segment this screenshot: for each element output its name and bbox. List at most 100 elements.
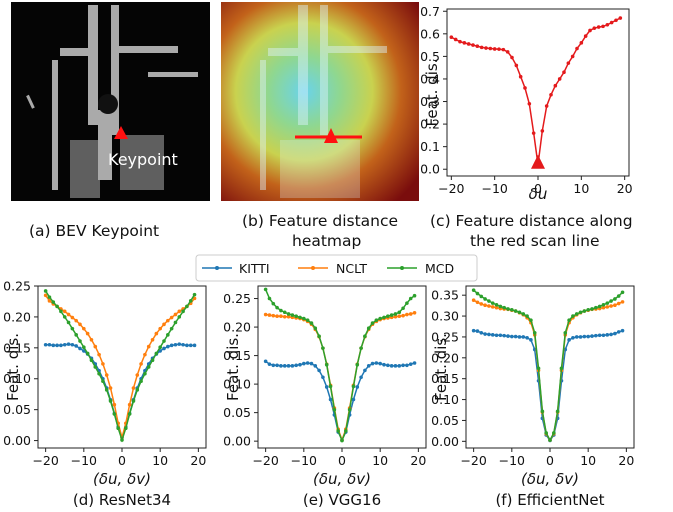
data-point — [185, 304, 189, 309]
data-point — [85, 331, 90, 336]
data-point — [166, 344, 170, 349]
data-point — [613, 331, 617, 336]
data-point — [490, 301, 495, 305]
data-point — [567, 318, 571, 323]
y-axis-label: Feat. dis. — [423, 59, 441, 127]
data-point — [532, 330, 537, 335]
data-point — [131, 399, 136, 403]
data-point — [510, 307, 514, 312]
data-point — [177, 342, 182, 346]
legend-marker-nclt — [311, 266, 315, 270]
data-point — [154, 331, 159, 336]
data-point — [475, 44, 480, 49]
data-point — [609, 299, 613, 303]
data-point — [492, 47, 497, 51]
x-tick-label: −20 — [252, 453, 278, 468]
x-tick-label: 10 — [152, 453, 168, 468]
data-point — [510, 55, 514, 60]
y-tick-label: 0.00 — [223, 434, 251, 449]
data-point — [605, 305, 610, 309]
data-point — [401, 313, 405, 318]
data-point — [613, 297, 617, 301]
data-point — [578, 310, 583, 315]
data-point — [177, 315, 182, 319]
data-point — [158, 326, 162, 331]
x-tick-label: 0 — [118, 453, 126, 468]
bev-image — [11, 2, 210, 201]
data-point — [169, 326, 174, 331]
data-point — [374, 361, 379, 365]
data-point — [594, 305, 598, 310]
y-tick-label: 0.25 — [431, 329, 459, 344]
x-axis-label: (δu, δv) — [313, 470, 371, 488]
data-point — [536, 366, 541, 371]
data-point — [412, 293, 417, 298]
data-point — [66, 342, 71, 346]
data-point — [351, 384, 356, 389]
data-point — [601, 333, 606, 338]
data-point — [389, 313, 394, 317]
data-point — [412, 361, 417, 365]
data-point — [605, 301, 610, 305]
data-point — [93, 365, 98, 369]
heatmap-keypoint-marker — [324, 128, 338, 143]
data-point — [555, 409, 560, 414]
data-point — [59, 343, 63, 348]
x-tick-label: 0 — [534, 181, 542, 196]
data-point — [609, 332, 613, 337]
data-point — [525, 335, 529, 340]
data-point — [582, 334, 587, 339]
y-tick-label: 0.20 — [431, 350, 459, 365]
data-point — [139, 362, 143, 366]
data-point — [62, 309, 67, 314]
data-point — [317, 334, 321, 338]
data-point — [466, 42, 471, 46]
data-point — [78, 339, 82, 343]
data-point — [575, 46, 579, 51]
data-point — [578, 335, 583, 339]
data-point — [370, 361, 375, 366]
data-point — [154, 351, 159, 356]
data-point — [340, 438, 344, 443]
series-line-kitti — [265, 360, 415, 442]
data-point — [579, 41, 584, 45]
data-point — [514, 63, 519, 68]
legend-label-mcd: MCD — [425, 261, 454, 276]
data-point — [521, 335, 526, 339]
data-point — [597, 333, 602, 338]
data-point — [139, 379, 143, 384]
data-point — [317, 368, 321, 373]
data-point — [89, 337, 94, 342]
data-point — [483, 332, 487, 336]
data-point — [55, 343, 59, 348]
data-point — [131, 386, 136, 390]
data-point — [393, 315, 398, 319]
data-point — [525, 314, 529, 318]
data-point — [570, 54, 575, 59]
x-tick-label: 20 — [617, 181, 633, 196]
data-point — [162, 322, 166, 327]
data-point — [529, 338, 533, 342]
data-point — [70, 342, 75, 347]
x-tick-label: −20 — [438, 181, 464, 196]
data-point — [620, 300, 625, 304]
data-point — [408, 312, 413, 316]
data-point — [313, 326, 318, 331]
data-point — [127, 402, 132, 407]
data-point — [601, 305, 606, 310]
data-point — [483, 297, 487, 301]
data-point — [397, 364, 402, 368]
data-point — [510, 334, 514, 339]
data-point — [549, 92, 553, 97]
caption-scan-line2: the red scan line — [470, 232, 600, 250]
data-point — [275, 314, 279, 319]
x-axis-label: (δu, δv) — [93, 470, 151, 488]
data-point — [557, 77, 562, 81]
data-point — [309, 321, 314, 325]
data-point — [263, 287, 268, 292]
data-point — [494, 302, 499, 307]
data-point — [286, 315, 291, 319]
y-tick-label: 0.4 — [420, 71, 440, 86]
data-point — [518, 74, 523, 79]
legend-label-kitti: KITTI — [239, 261, 270, 276]
